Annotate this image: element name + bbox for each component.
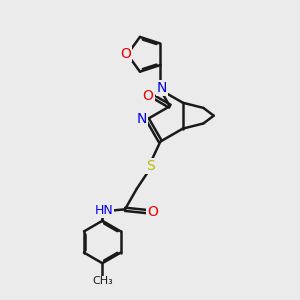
Text: O: O [120, 47, 131, 61]
Text: CH₃: CH₃ [92, 277, 113, 286]
Text: HN: HN [94, 204, 113, 217]
Text: O: O [143, 89, 154, 103]
Text: O: O [147, 205, 158, 219]
Text: N: N [137, 112, 147, 126]
Text: N: N [157, 81, 167, 95]
Text: S: S [146, 159, 154, 173]
